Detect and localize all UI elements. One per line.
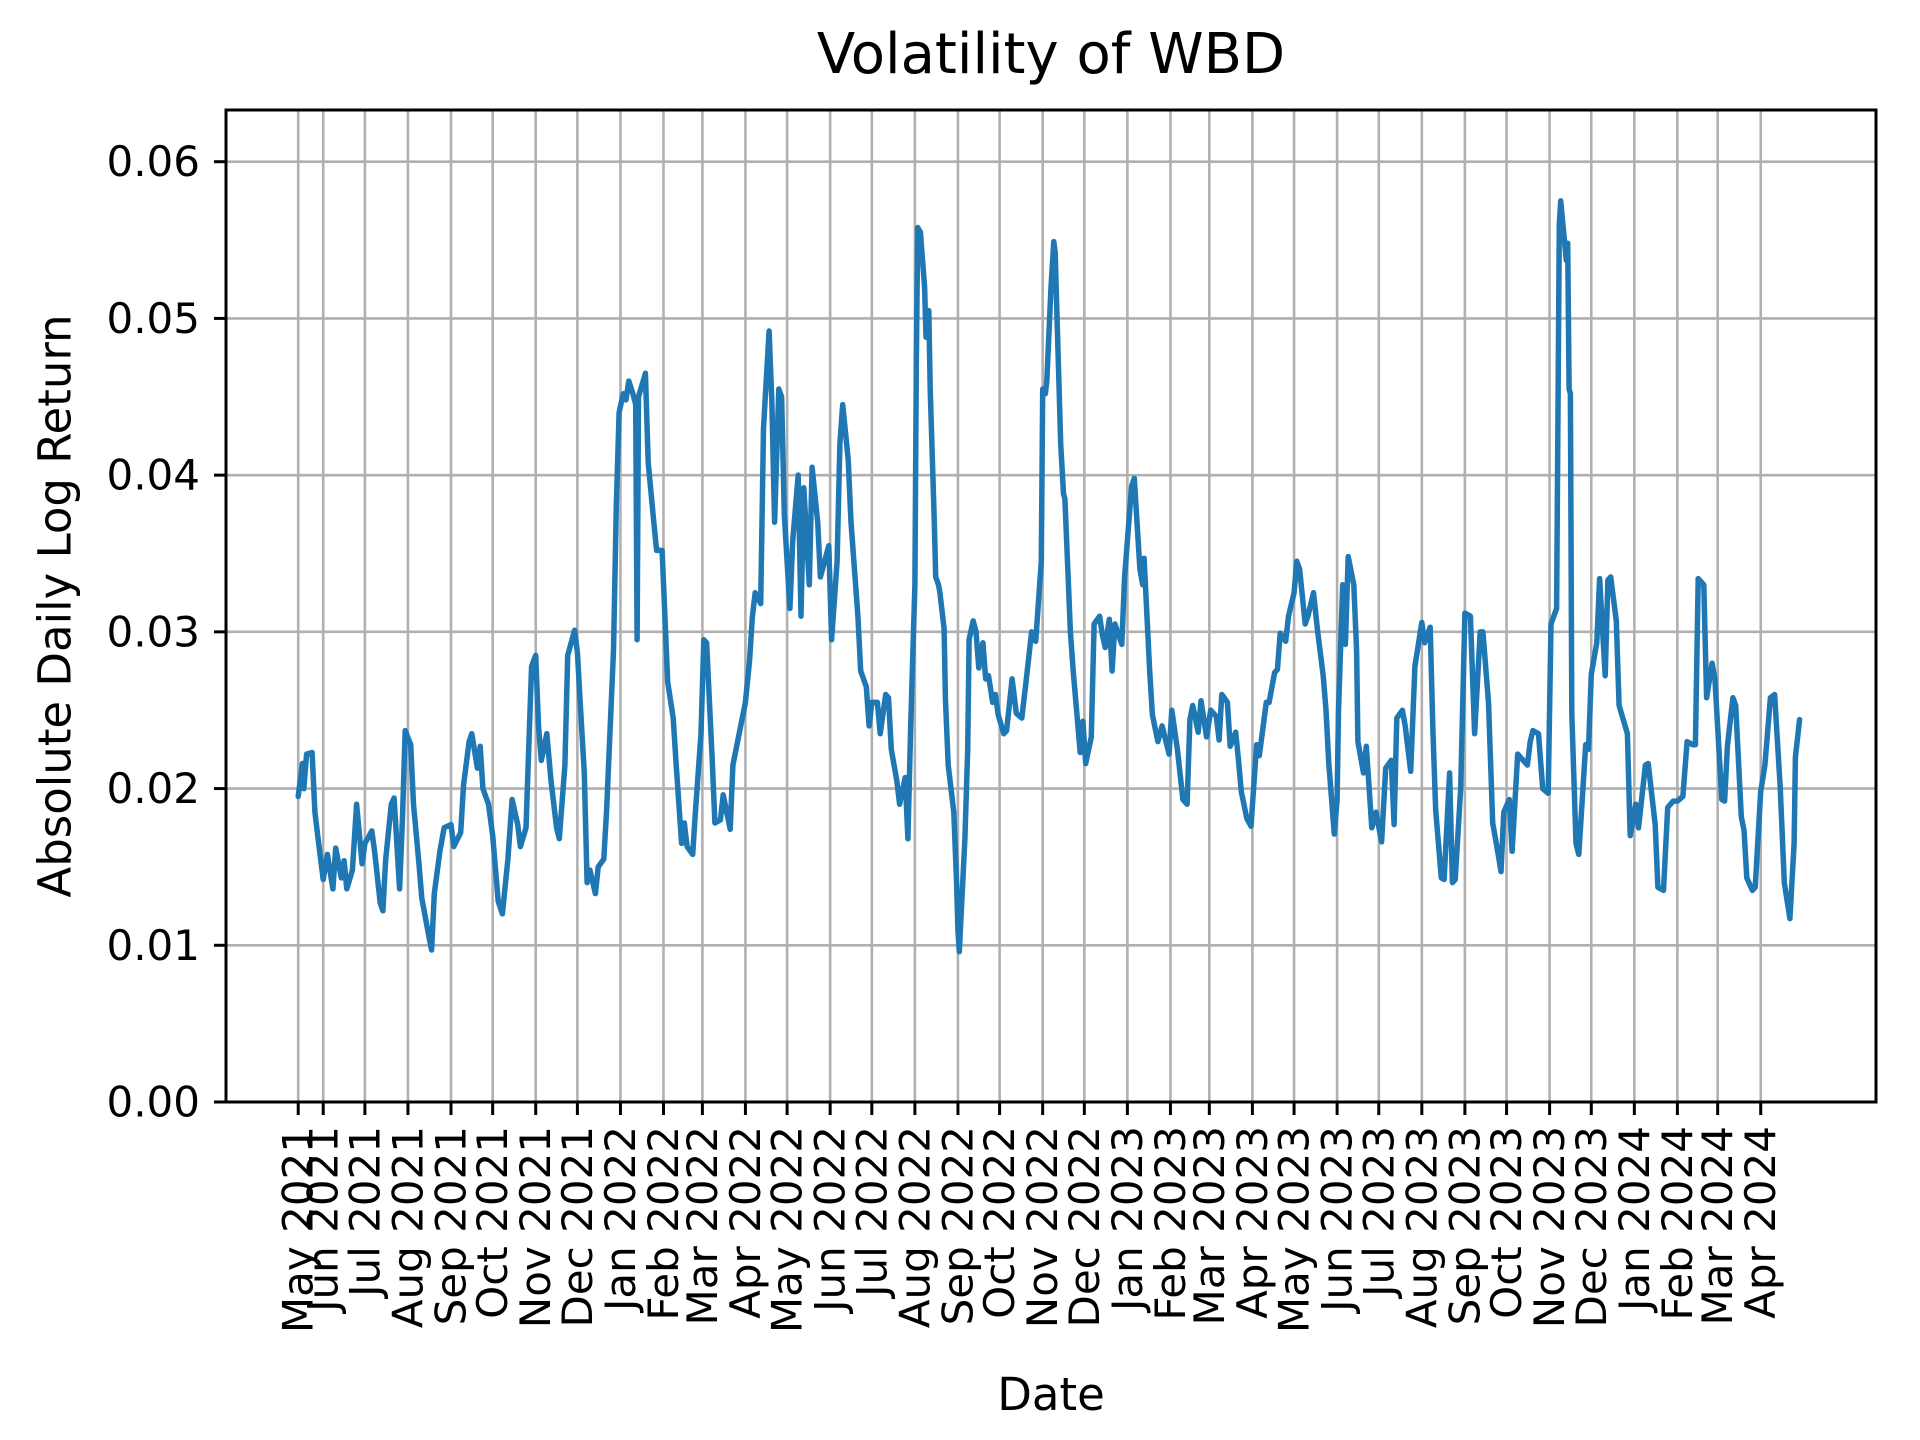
x-tick-label: Jun 2023 [1313,1126,1362,1315]
y-tick-label: 0.04 [106,451,200,500]
x-tick-label: Jan 2022 [596,1126,645,1314]
x-tick-label: Feb 2022 [639,1126,688,1321]
x-tick-label: Sep 2022 [933,1126,982,1325]
x-tick-label: Aug 2021 [383,1126,432,1328]
x-tick-label: Feb 2024 [1653,1126,1702,1321]
x-tick-label: May 2021 [274,1126,323,1333]
x-tick-label: Jul 2022 [847,1126,896,1300]
x-tick-label: Jul 2021 [340,1126,389,1300]
x-tick-label: Sep 2021 [427,1126,476,1325]
x-tick-label: Jul 2023 [1354,1126,1403,1300]
x-tick-label: Mar 2023 [1185,1126,1234,1325]
x-tick-label: Oct 2021 [468,1126,517,1319]
axes-spines [224,108,1878,1104]
chart-title: Volatility of WBD [816,22,1286,87]
x-tick-label: Jun 2021 [299,1126,348,1315]
y-tick-label: 0.02 [106,764,200,813]
x-tick-label: Mar 2022 [678,1126,727,1325]
x-tick-label: Aug 2023 [1397,1126,1446,1328]
y-tick-label: 0.00 [106,1078,200,1127]
volatility-series-line [295,198,1803,955]
y-tick-label: 0.06 [106,137,200,186]
x-tick-label: Apr 2023 [1228,1126,1277,1319]
x-tick-label: Jan 2023 [1103,1126,1152,1314]
x-tick-label: Jun 2022 [806,1126,855,1315]
x-tick-label: Feb 2023 [1146,1126,1195,1321]
x-tick-label: Sep 2023 [1440,1126,1489,1325]
x-tick-label: Nov 2022 [1018,1126,1067,1328]
x-tick-label: Nov 2023 [1525,1126,1574,1328]
x-tick-label: Dec 2021 [553,1126,602,1328]
x-tick-label: Mar 2024 [1693,1126,1742,1325]
x-tick-label: Oct 2022 [975,1126,1024,1319]
y-tick-label: 0.05 [106,294,200,343]
y-tick-label: 0.01 [106,921,200,970]
x-tick-label: May 2023 [1270,1126,1319,1333]
x-tick-label: Apr 2024 [1736,1126,1785,1319]
x-tick-label: Dec 2023 [1567,1126,1616,1328]
x-tick-label: Jan 2024 [1610,1126,1659,1314]
y-tick-label: 0.03 [106,607,200,656]
x-tick-label: Dec 2022 [1060,1126,1109,1328]
x-tick-label: Nov 2021 [511,1126,560,1328]
x-tick-label: May 2022 [763,1126,812,1333]
x-tick-label: Oct 2023 [1482,1126,1531,1319]
x-tick-label: Aug 2022 [890,1126,939,1328]
x-axis-label: Date [997,1368,1105,1421]
x-tick-label: Apr 2022 [721,1126,770,1319]
